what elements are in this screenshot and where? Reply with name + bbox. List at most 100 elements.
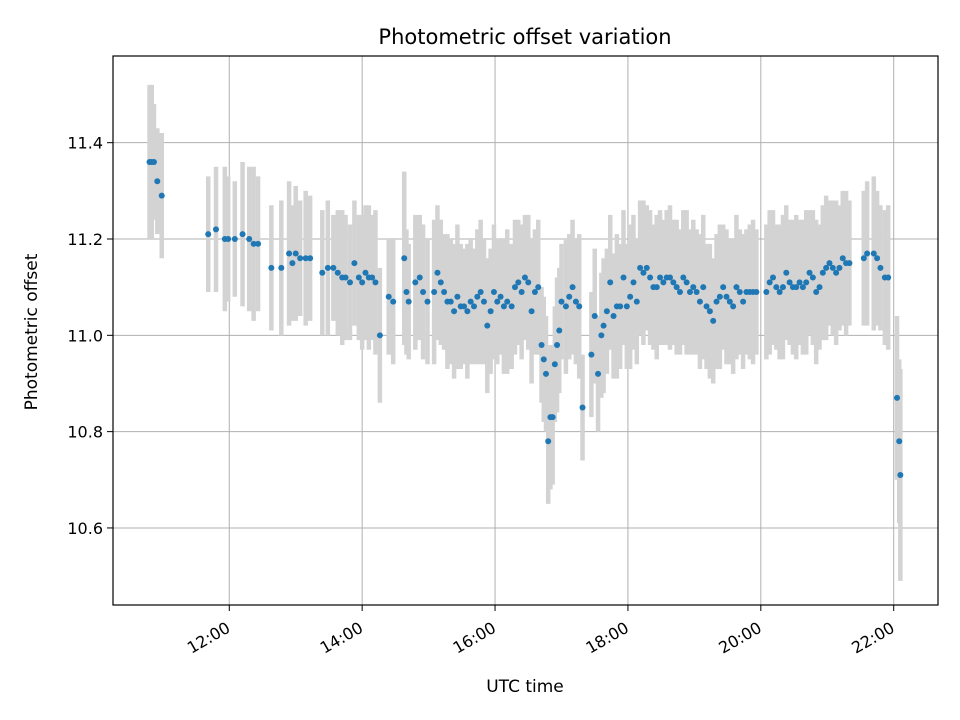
data-point (562, 303, 569, 310)
data-point (369, 274, 376, 281)
data-point (246, 236, 253, 242)
data-point (566, 293, 573, 300)
y-axis-title: Photometric offset (22, 253, 42, 410)
data-point (531, 288, 538, 295)
data-point (864, 250, 871, 257)
data-point (359, 279, 366, 286)
data-point (376, 332, 383, 339)
data-point (896, 438, 903, 445)
data-point (860, 255, 867, 262)
data-point (324, 264, 331, 271)
data-point (730, 303, 737, 310)
data-point (713, 298, 720, 305)
data-point (401, 255, 408, 262)
data-point (793, 284, 800, 291)
data-point (836, 264, 843, 271)
data-point (829, 264, 836, 271)
data-point (403, 288, 410, 295)
data-point (716, 293, 723, 300)
data-point (673, 284, 680, 291)
data-point (846, 260, 853, 267)
data-point (471, 303, 478, 310)
data-point (362, 269, 369, 276)
data-point (588, 351, 595, 358)
data-point (897, 471, 904, 478)
data-point (205, 231, 212, 238)
data-point (779, 284, 786, 291)
data-point (643, 264, 650, 271)
data-point (773, 284, 780, 291)
data-point (726, 298, 733, 305)
data-point (700, 284, 707, 291)
data-point (637, 264, 644, 271)
data-point (579, 404, 586, 411)
y-tick-label: 10.8 (67, 423, 103, 442)
data-point (545, 438, 552, 445)
data-point (736, 288, 743, 295)
plot-frame (112, 55, 939, 606)
data-point (355, 274, 362, 281)
data-point (330, 264, 337, 271)
data-point (500, 303, 507, 310)
data-point (467, 298, 474, 305)
data-point (434, 269, 441, 276)
data-point (680, 274, 687, 281)
data-point (623, 303, 630, 310)
data-point (823, 264, 830, 271)
data-point (372, 279, 379, 286)
data-point (885, 274, 892, 281)
data-point (733, 284, 740, 291)
data-point (803, 279, 810, 286)
data-point (494, 298, 501, 305)
chart-title: Photometric offset variation (378, 25, 671, 49)
data-point (603, 308, 610, 315)
data-point (154, 178, 161, 185)
data-point (515, 279, 522, 286)
data-point (525, 279, 532, 286)
data-point (786, 279, 793, 286)
data-point (763, 288, 770, 295)
data-points (146, 158, 904, 478)
data-point (441, 288, 448, 295)
data-point (627, 293, 634, 300)
data-point (598, 332, 605, 339)
data-point (420, 288, 427, 295)
data-point (268, 264, 275, 271)
data-point (723, 293, 730, 300)
data-point (390, 298, 397, 305)
data-point (740, 298, 747, 305)
data-point (690, 284, 697, 291)
data-point (660, 279, 667, 286)
data-point (158, 192, 165, 199)
data-point (487, 308, 494, 315)
data-point (647, 274, 654, 281)
data-point (319, 269, 326, 276)
data-point (239, 231, 246, 238)
data-point (819, 269, 826, 276)
data-point (231, 236, 238, 242)
data-point (447, 298, 454, 305)
data-point (540, 356, 547, 363)
data-point (753, 288, 760, 295)
data-point (720, 284, 727, 291)
data-point (150, 158, 157, 165)
data-point (676, 288, 683, 295)
data-point (451, 308, 458, 315)
data-point (535, 284, 542, 291)
data-point (706, 308, 713, 315)
data-point (511, 284, 518, 291)
data-point (461, 303, 468, 310)
data-point (653, 284, 660, 291)
data-point (783, 269, 790, 276)
data-point (569, 284, 576, 291)
data-point (542, 370, 549, 377)
data-point (607, 279, 614, 286)
data-point (816, 284, 823, 291)
data-point (595, 370, 602, 377)
data-point (504, 298, 511, 305)
data-point (528, 308, 535, 315)
data-point (809, 274, 816, 281)
data-point (600, 322, 607, 329)
data-point (286, 250, 293, 257)
data-point (610, 313, 617, 320)
